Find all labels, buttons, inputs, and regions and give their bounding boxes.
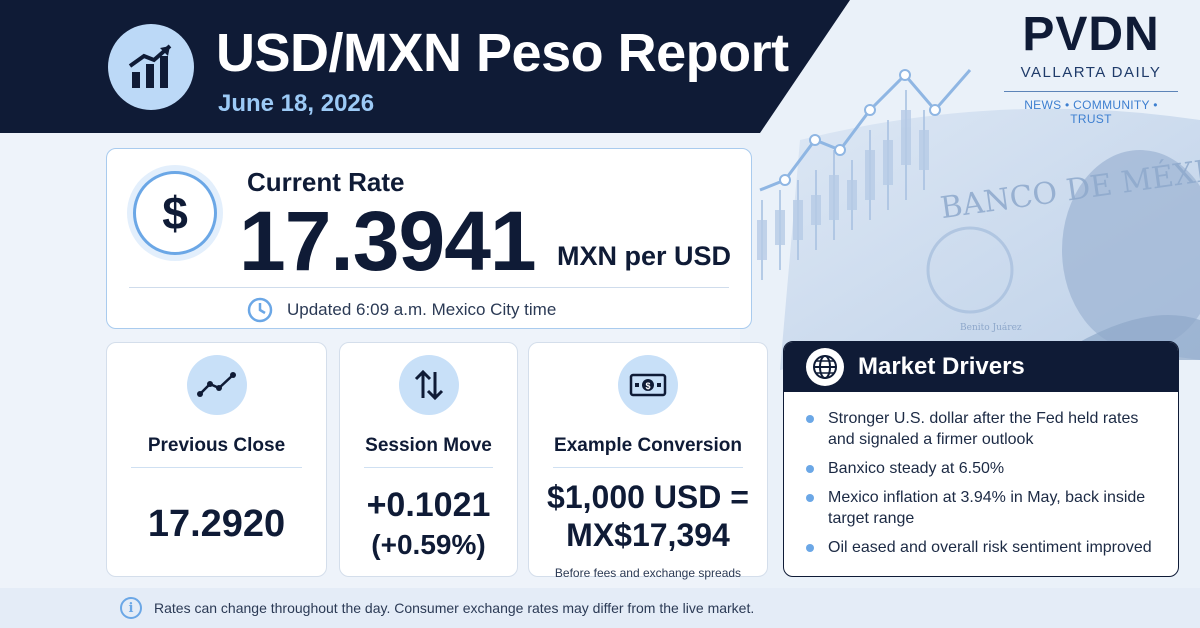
updated-text: Updated 6:09 a.m. Mexico City time bbox=[287, 300, 557, 319]
current-rate-card: $ Current Rate 17.3941 MXN per USD Updat… bbox=[106, 148, 752, 329]
market-drivers-panel: Market Drivers Stronger U.S. dollar afte… bbox=[783, 341, 1179, 577]
stat-title: Previous Close bbox=[147, 435, 286, 456]
conversion-usd: $1,000 USD = bbox=[547, 479, 749, 515]
brand-logo: PVDN VALLARTA DAILY NEWS • COMMUNITY • T… bbox=[1004, 8, 1178, 126]
list-item: Stronger U.S. dollar after the Fed held … bbox=[806, 408, 1162, 450]
session-move-card: Session Move +0.1021 (+0.59%) bbox=[339, 342, 518, 577]
clock-icon bbox=[247, 297, 273, 323]
info-icon: i bbox=[120, 597, 142, 619]
dollar-icon: $ bbox=[133, 171, 217, 255]
svg-text:$: $ bbox=[645, 381, 650, 391]
current-rate-unit: MXN per USD bbox=[557, 241, 732, 271]
drivers-list: Stronger U.S. dollar after the Fed held … bbox=[784, 392, 1178, 558]
list-item: Mexico inflation at 3.94% in May, back i… bbox=[806, 487, 1162, 529]
divider bbox=[131, 467, 302, 468]
divider bbox=[129, 287, 729, 288]
banknote-icon: $ bbox=[618, 355, 678, 415]
stat-title: Example Conversion bbox=[554, 435, 742, 456]
updated-timestamp: Updated 6:09 a.m. Mexico City time bbox=[247, 297, 556, 323]
conversion-mxn: MX$17,394 bbox=[566, 517, 730, 553]
report-date: June 18, 2026 bbox=[218, 90, 375, 117]
stat-title: Session Move bbox=[365, 435, 492, 456]
market-drivers-header: Market Drivers bbox=[784, 342, 1178, 392]
globe-icon bbox=[806, 348, 844, 386]
disclaimer-text: Rates can change throughout the day. Con… bbox=[154, 600, 755, 616]
current-rate-value: 17.3941 bbox=[239, 194, 537, 288]
session-move-value: +0.1021 bbox=[366, 486, 491, 524]
list-item: Banxico steady at 6.50% bbox=[806, 458, 1162, 479]
current-rate-label: Current Rate bbox=[247, 167, 405, 197]
session-move-percent: (+0.59%) bbox=[371, 529, 486, 560]
brand-subtitle: VALLARTA DAILY bbox=[1020, 64, 1162, 81]
conversion-note: Before fees and exchange spreads bbox=[554, 566, 742, 580]
example-conversion-card: $ Example Conversion $1,000 USD = MX$17,… bbox=[528, 342, 768, 580]
up-down-arrows-icon bbox=[398, 355, 459, 415]
brand-name: PVDN bbox=[1022, 8, 1160, 61]
portrait-caption: Benito Juárez bbox=[960, 322, 1022, 333]
divider bbox=[364, 467, 493, 468]
previous-close-value: 17.2920 bbox=[147, 503, 286, 545]
brand-tagline: NEWS • COMMUNITY • TRUST bbox=[1024, 98, 1158, 126]
previous-close-card: Previous Close 17.2920 bbox=[106, 342, 327, 577]
divider bbox=[553, 467, 743, 468]
page-title: USD/MXN Peso Report bbox=[216, 23, 789, 83]
line-trend-icon bbox=[186, 355, 247, 415]
market-drivers-title: Market Drivers bbox=[858, 353, 1025, 380]
list-item: Oil eased and overall risk sentiment imp… bbox=[806, 537, 1162, 558]
brand-divider bbox=[1004, 91, 1178, 92]
footer-disclaimer: i Rates can change throughout the day. C… bbox=[0, 588, 1200, 628]
bar-chart-trend-icon bbox=[108, 24, 194, 110]
